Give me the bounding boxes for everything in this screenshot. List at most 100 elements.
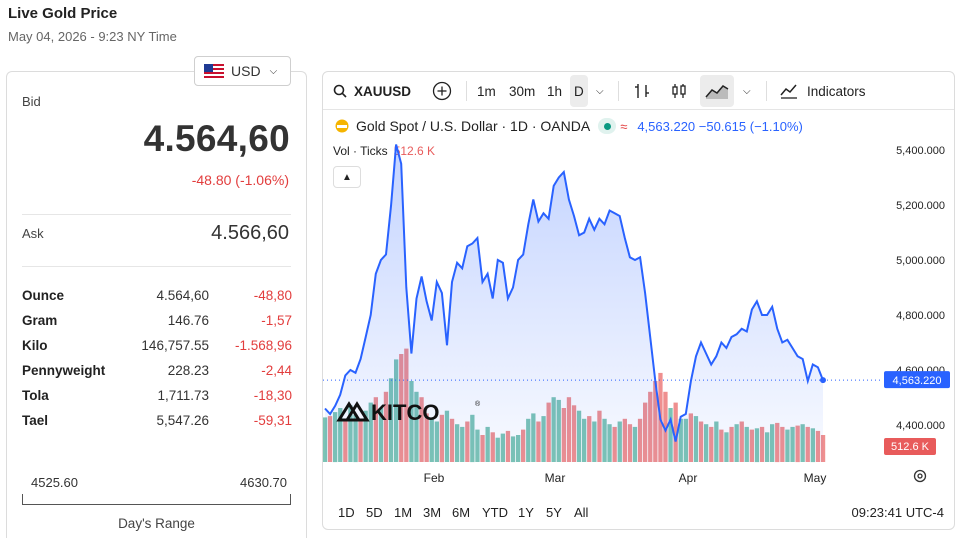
indicators-icon [780, 84, 797, 99]
price-chart[interactable]: 5,400.0005,200.0005,000.0004,800.0004,60… [323, 114, 954, 494]
area-chart-icon [705, 85, 729, 99]
timeframe-1y[interactable]: 1Y [518, 505, 534, 520]
timeframe-3m[interactable]: 3M [423, 505, 442, 520]
range-high: 4630.70 [240, 475, 287, 490]
candles-button[interactable] [670, 72, 688, 110]
timeframe-all[interactable]: All [574, 505, 589, 520]
table-row: Ounce 4.564,60 -48,80 [22, 288, 292, 313]
price-panel [6, 71, 307, 538]
chevron-down-icon: ⌵ [269, 65, 278, 77]
chevron-down-icon[interactable]: ⌵ [743, 85, 751, 97]
gold-bars-icon [335, 119, 349, 133]
settings-gear-icon[interactable] [913, 469, 927, 483]
volume-label: Vol · Ticks [333, 144, 388, 158]
interval-1m[interactable]: 1m [477, 83, 496, 99]
unit-name: Tola [22, 388, 49, 403]
unit-change: -18,30 [253, 388, 292, 403]
interval-1h[interactable]: 1h [547, 83, 563, 99]
bid-change: -48.80 (-1.06%) [191, 172, 289, 188]
x-tick-label: Apr [679, 471, 698, 485]
currency-select[interactable]: USD ⌵ [194, 56, 291, 86]
interval-30m[interactable]: 30m [509, 83, 536, 99]
unit-price: 146,757.55 [141, 338, 209, 353]
unit-price: 1,711.73 [157, 388, 209, 403]
x-tick-label: May [804, 471, 827, 485]
volume-bar [673, 402, 678, 462]
plus-circle-icon [432, 81, 452, 101]
timeframe-1d[interactable]: 1D [338, 505, 355, 520]
timeframe-6m[interactable]: 6M [452, 505, 471, 520]
unit-name: Tael [22, 413, 49, 428]
y-tick-label: 5,200.000 [896, 200, 945, 212]
chevron-down-icon[interactable]: ⌵ [596, 85, 604, 97]
timeframe-5d[interactable]: 5D [366, 505, 383, 520]
interval-d[interactable]: D [570, 75, 588, 107]
y-tick-label: 5,000.000 [896, 255, 945, 267]
table-row: Gram 146.76 -1,57 [22, 313, 292, 338]
unit-name: Gram [22, 313, 58, 328]
unit-price-table: Ounce 4.564,60 -48,80 Gram 146.76 -1,57 … [22, 288, 292, 438]
bid-label: Bid [22, 94, 41, 109]
unit-name: Pennyweight [22, 363, 106, 378]
page-title: Live Gold Price [8, 5, 118, 22]
indicators-button[interactable]: Indicators [779, 72, 866, 110]
unit-change: -2,44 [261, 363, 292, 378]
unit-change: -1,57 [261, 313, 292, 328]
chart-clock: 09:23:41 UTC-4 [851, 505, 945, 520]
timeframe-5y[interactable]: 5Y [546, 505, 562, 520]
volume-tag-label: 512.6 K [891, 441, 930, 453]
x-tick-label: Mar [545, 471, 566, 485]
bars-icon [635, 84, 649, 98]
unit-change: -48,80 [253, 288, 292, 303]
chevron-up-icon: ▲ [342, 171, 352, 183]
legend-values: 4,563.220 −50.615 (−1.10%) [637, 118, 803, 134]
ask-price: 4.566,60 [211, 222, 289, 244]
unit-price: 4.564,60 [156, 288, 209, 303]
divider [22, 214, 291, 215]
compare-button[interactable] [432, 72, 452, 110]
x-tick-label: Feb [424, 471, 445, 485]
indicators-label: Indicators [807, 83, 866, 99]
collapse-legend-button[interactable]: ▲ [333, 166, 361, 188]
last-price-label: 4,563.220 [893, 375, 942, 387]
market-status-icon [598, 118, 617, 134]
table-row: Pennyweight 228.23 -2,44 [22, 363, 292, 388]
page-date: May 04, 2026 - 9:23 NY Time [8, 29, 177, 44]
toolbar-separator [466, 81, 467, 101]
candles-icon [672, 84, 686, 98]
currency-code: USD [231, 63, 261, 79]
divider [22, 266, 291, 267]
unit-name: Kilo [22, 338, 48, 353]
day-range-bar [22, 494, 291, 505]
unit-price: 5,547.26 [156, 413, 209, 428]
unit-price: 228.23 [167, 363, 209, 378]
volume-bar [820, 435, 826, 462]
gear-ring [913, 469, 927, 483]
range-label: Day's Range [118, 516, 195, 531]
table-row: Kilo 146,757.55 -1.568,96 [22, 338, 292, 363]
y-tick-label: 4,400.000 [896, 420, 945, 432]
volume-tag [884, 438, 936, 455]
wave-icon: ≈ [620, 118, 628, 134]
last-price-dot [820, 377, 826, 384]
area-chart-button[interactable] [700, 75, 734, 107]
timeframe-ytd[interactable]: YTD [482, 505, 508, 520]
chart-toolbar: XAUUSD 1m 30m 1h D ⌵ [323, 72, 954, 110]
chart-panel: XAUUSD 1m 30m 1h D ⌵ [322, 71, 955, 530]
volume-value: 512.6 K [393, 144, 436, 158]
volume-bar [663, 391, 668, 462]
timeframe-1m[interactable]: 1M [394, 505, 413, 520]
range-low: 4525.60 [31, 475, 78, 490]
toolbar-separator [618, 81, 619, 101]
bid-price: 4.564,60 [143, 118, 290, 159]
price-area-fill [325, 144, 823, 462]
symbol-search[interactable]: XAUUSD [333, 72, 411, 110]
y-tick-label: 5,400.000 [896, 145, 945, 157]
unit-change: -59,31 [253, 413, 292, 428]
unit-name: Ounce [22, 288, 65, 303]
us-flag-icon [204, 64, 224, 78]
bar-chart-type-button[interactable] [633, 72, 651, 110]
ask-label: Ask [22, 226, 44, 241]
price-series-line [324, 144, 824, 442]
chart-legend: Gold Spot / U.S. Dollar · 1D · OANDA ≈ 4… [333, 118, 803, 134]
